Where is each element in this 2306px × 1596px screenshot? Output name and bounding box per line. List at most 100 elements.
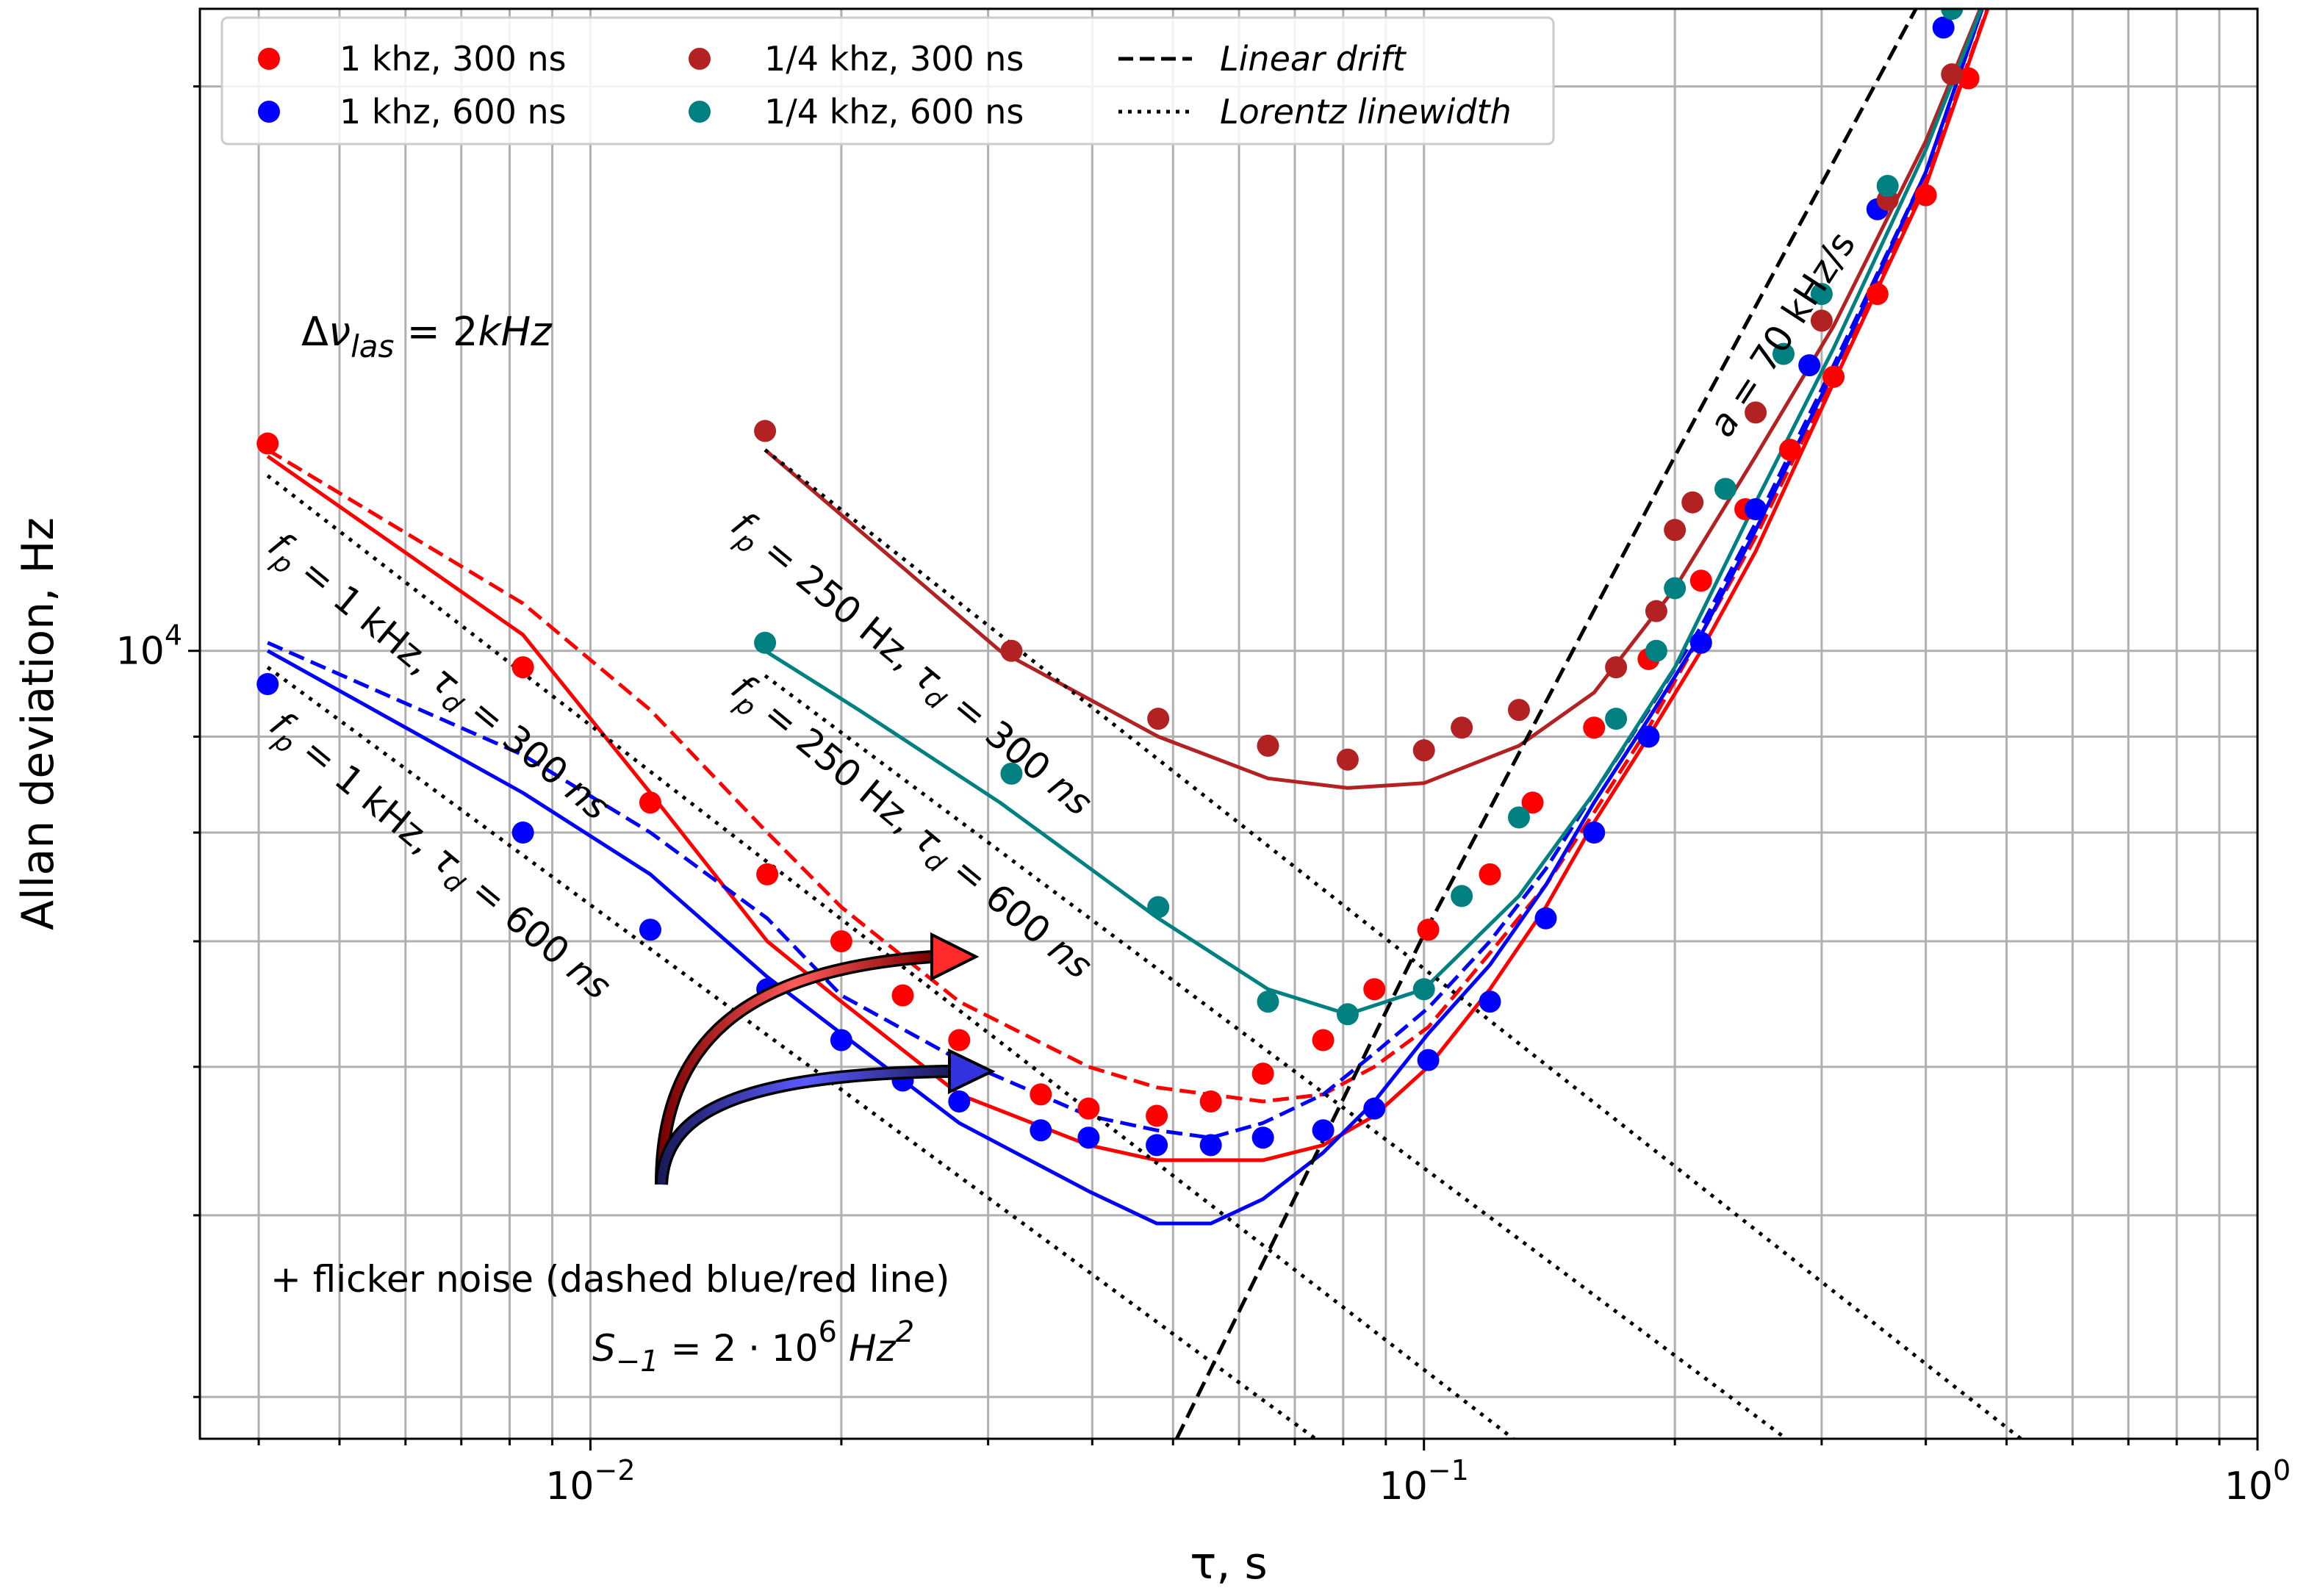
point-1-khz-600-ns [1583, 822, 1606, 844]
line-lorentz-250-hz-600-ns [764, 674, 1788, 1439]
point-1-4-khz-600-ns [1772, 342, 1795, 365]
point-1-khz-300-ns [1583, 716, 1606, 739]
x-tick-label: 10−2 [545, 1454, 635, 1509]
point-1-4-khz-600-ns [1941, 9, 1964, 20]
point-1-khz-300-ns [1312, 1029, 1335, 1052]
point-1-khz-300-ns [756, 863, 779, 885]
point-1-khz-600-ns [830, 1029, 852, 1052]
point-1-khz-600-ns [1146, 1134, 1168, 1157]
point-1-khz-600-ns [1199, 1134, 1222, 1157]
point-1-khz-600-ns [1030, 1119, 1052, 1142]
line-model-1-khz-300-ns-flicker [266, 9, 1990, 1104]
point-1-khz-300-ns [1822, 365, 1845, 388]
point-1-4-khz-600-ns [1605, 708, 1628, 730]
flicker-coefficient-annotation: S−1 = 2 · 106 Hz2 [592, 1315, 914, 1378]
legend-label-quarter-khz-300ns: 1/4 khz, 300 ns [764, 39, 1024, 79]
point-1-khz-300-ns [1417, 919, 1440, 941]
point-1-4-khz-600-ns [1876, 175, 1899, 198]
y-tick-label: 104 [116, 619, 182, 674]
point-1-khz-300-ns [1866, 283, 1889, 306]
point-1-4-khz-300-ns [1745, 401, 1767, 424]
line-model-1-khz-600-ns [266, 9, 1984, 1226]
legend-marker-quarter-khz-600ns [689, 101, 711, 123]
point-1-4-khz-300-ns [754, 420, 777, 442]
point-1-4-khz-300-ns [1605, 656, 1628, 679]
point-1-khz-600-ns [1534, 907, 1557, 930]
point-1-4-khz-600-ns [1000, 762, 1023, 785]
point-1-khz-600-ns [1637, 725, 1660, 748]
point-1-khz-600-ns [1745, 497, 1767, 520]
legend-label-1khz-300ns: 1 khz, 300 ns [340, 39, 567, 79]
point-1-khz-300-ns [891, 984, 914, 1007]
point-1-khz-300-ns [1914, 184, 1937, 206]
point-1-4-khz-600-ns [1714, 478, 1737, 500]
point-1-khz-300-ns [1363, 978, 1386, 1001]
point-1-khz-300-ns [1689, 569, 1712, 592]
point-1-khz-300-ns [1199, 1090, 1222, 1112]
point-1-4-khz-600-ns [1664, 577, 1687, 600]
axis-ticks: 10−2 10−1 100 104 [116, 85, 2291, 1509]
legend-label-linear-drift: Linear drift [1220, 39, 1407, 79]
point-1-khz-300-ns [1957, 67, 1980, 90]
legend-marker-quarter-khz-300ns [689, 48, 711, 70]
point-1-4-khz-300-ns [1810, 309, 1833, 332]
point-1-4-khz-300-ns [1664, 519, 1687, 542]
x-tick-label: 10−1 [1379, 1454, 1469, 1509]
line-model-1-khz-600-ns-flicker [267, 9, 1984, 1140]
point-1-4-khz-600-ns [1645, 639, 1667, 662]
point-1-4-khz-600-ns [1336, 1003, 1359, 1026]
line-lorentz-1-khz-600-ns [266, 666, 1317, 1439]
point-1-khz-600-ns [1363, 1097, 1386, 1120]
blue-curved-arrow-fill [657, 1067, 950, 1185]
point-1-khz-600-ns [1479, 991, 1501, 1013]
point-1-4-khz-300-ns [1257, 734, 1279, 757]
point-1-4-khz-600-ns [754, 631, 777, 654]
point-1-khz-300-ns [511, 656, 534, 679]
point-1-khz-300-ns [948, 1029, 971, 1052]
point-1-khz-600-ns [1689, 631, 1712, 654]
point-1-4-khz-600-ns [1810, 283, 1833, 306]
series-points [256, 9, 1980, 1157]
point-1-4-khz-300-ns [1412, 739, 1435, 762]
point-1-khz-300-ns [1521, 791, 1544, 814]
point-1-khz-300-ns [1030, 1083, 1052, 1106]
point-1-4-khz-600-ns [1412, 978, 1435, 1001]
line-model-250-hz-600-ns [764, 9, 1983, 1016]
point-1-4-khz-600-ns [1257, 991, 1279, 1013]
legend-box [220, 16, 1555, 145]
legend-marker-1khz-300ns [258, 48, 280, 70]
legend-label-quarter-khz-600ns: 1/4 khz, 600 ns [764, 92, 1024, 132]
point-1-khz-300-ns [1479, 863, 1501, 885]
y-axis-label: Allan deviation, Hz [12, 517, 64, 930]
point-1-4-khz-300-ns [1507, 699, 1530, 722]
point-1-khz-600-ns [1932, 16, 1955, 39]
point-1-khz-600-ns [1251, 1126, 1274, 1149]
plot-background [200, 9, 2257, 1439]
point-1-4-khz-300-ns [1645, 600, 1667, 622]
point-1-4-khz-300-ns [1451, 716, 1473, 739]
point-1-4-khz-300-ns [1681, 491, 1704, 514]
point-1-khz-600-ns [948, 1090, 971, 1112]
legend-label-lorentz: Lorentz linewidth [1220, 92, 1512, 132]
point-1-khz-300-ns [1077, 1097, 1100, 1120]
grid [200, 9, 2259, 1439]
point-1-4-khz-300-ns [1000, 639, 1023, 662]
point-1-khz-300-ns [639, 791, 661, 814]
point-1-khz-600-ns [1077, 1126, 1100, 1149]
point-1-4-khz-600-ns [1451, 885, 1473, 907]
point-1-khz-300-ns [1146, 1104, 1168, 1127]
plot-frame [198, 7, 2259, 1440]
point-1-khz-600-ns [511, 822, 534, 844]
point-1-khz-300-ns [256, 432, 279, 455]
laser-linewidth-annotation: Δνlas = 2kHz [301, 309, 553, 364]
x-tick-label: 100 [2224, 1454, 2291, 1509]
point-1-4-khz-300-ns [1336, 748, 1359, 771]
point-1-khz-300-ns [830, 930, 852, 953]
point-1-khz-300-ns [1251, 1063, 1274, 1085]
legend: 1 khz, 300 ns 1 khz, 600 ns 1/4 khz, 300… [220, 16, 1555, 145]
flicker-arrows [655, 932, 996, 1185]
blue-arrow-head [948, 1048, 996, 1095]
point-1-khz-600-ns [1417, 1049, 1440, 1071]
red-curved-arrow-fill [657, 952, 933, 1185]
